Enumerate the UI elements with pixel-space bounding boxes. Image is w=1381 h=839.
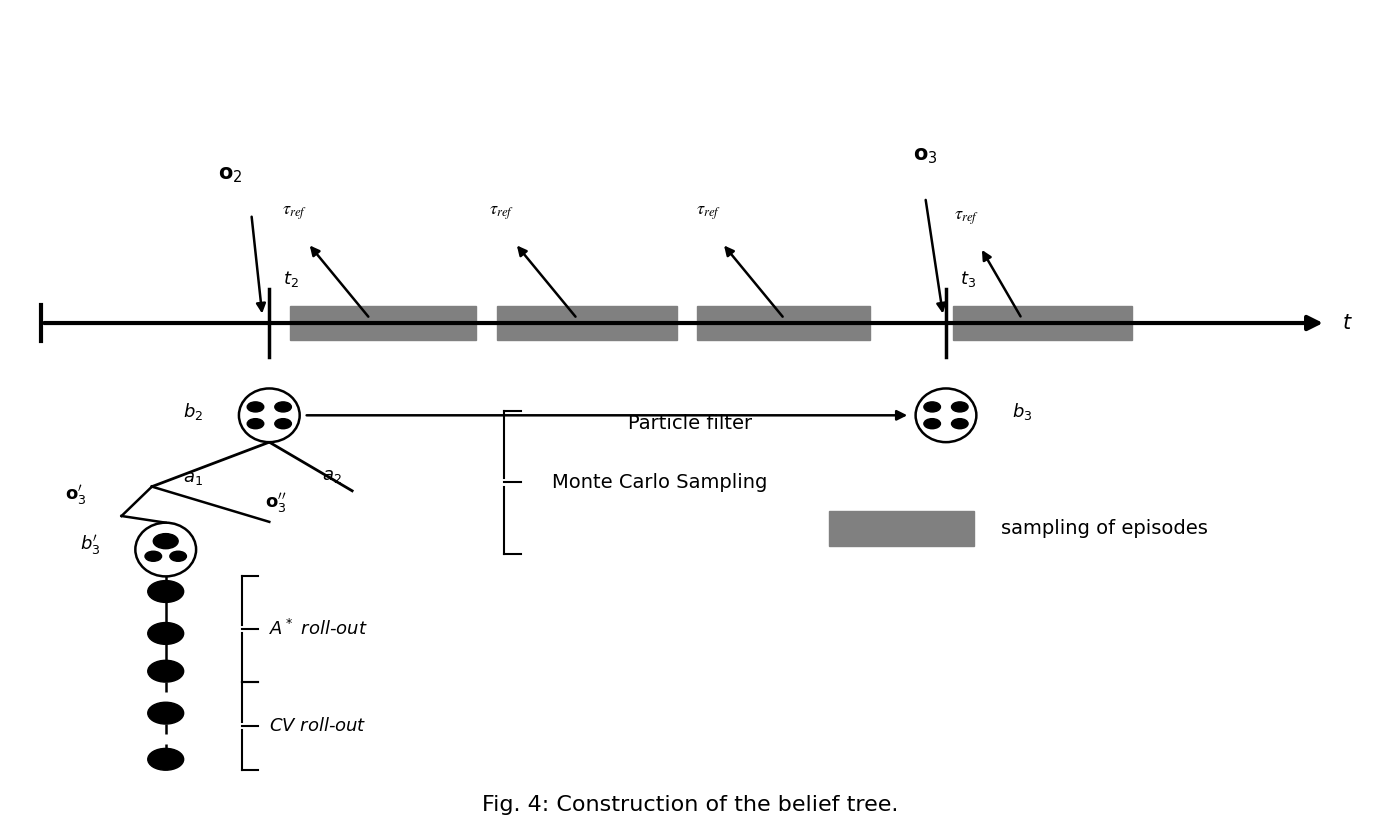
Circle shape [275,402,291,412]
Bar [953,306,1132,340]
Text: $CV$ roll-out: $CV$ roll-out [269,717,367,735]
Text: $t_2$: $t_2$ [283,269,298,289]
Circle shape [148,748,184,770]
Bar [697,306,870,340]
Text: $\tau_{ref}$: $\tau_{ref}$ [954,209,979,227]
Text: $A^*$ roll-out: $A^*$ roll-out [269,619,369,639]
Circle shape [924,402,940,412]
Bar [829,511,974,546]
Text: Monte Carlo Sampling: Monte Carlo Sampling [552,473,768,492]
Circle shape [148,702,184,724]
Text: $a_1$: $a_1$ [184,469,203,487]
Circle shape [952,419,968,429]
Text: $t_3$: $t_3$ [960,269,976,289]
Text: Particle filter: Particle filter [628,414,753,433]
Text: Fig. 4: Construction of the belief tree.: Fig. 4: Construction of the belief tree. [482,795,899,816]
Ellipse shape [135,523,196,576]
Circle shape [924,419,940,429]
Circle shape [148,623,184,644]
Circle shape [247,419,264,429]
Text: $\tau_{ref}$: $\tau_{ref}$ [282,205,307,222]
Text: $\mathbf{o}_3''$: $\mathbf{o}_3''$ [265,492,287,515]
Text: $\tau_{ref}$: $\tau_{ref}$ [696,205,721,222]
Text: $\mathbf{o}_3'$: $\mathbf{o}_3'$ [65,483,87,507]
Circle shape [148,581,184,602]
Circle shape [170,551,186,561]
Circle shape [247,402,264,412]
Text: $\mathbf{o}_3$: $\mathbf{o}_3$ [913,146,938,166]
Circle shape [148,660,184,682]
Text: $\tau_{ref}$: $\tau_{ref}$ [489,205,514,222]
Circle shape [153,534,178,549]
Ellipse shape [239,388,300,442]
Text: $a_2$: $a_2$ [322,466,341,485]
Text: $t$: $t$ [1342,313,1353,333]
Ellipse shape [916,388,976,442]
Bar [290,306,476,340]
Bar [497,306,677,340]
Circle shape [145,551,162,561]
Text: sampling of episodes: sampling of episodes [1001,519,1208,538]
Text: $b_3$: $b_3$ [1012,400,1033,422]
Circle shape [952,402,968,412]
Text: $\mathbf{o}_2$: $\mathbf{o}_2$ [218,164,243,185]
Circle shape [275,419,291,429]
Text: $b_2$: $b_2$ [184,400,203,422]
Text: $b_3'$: $b_3'$ [80,534,99,557]
